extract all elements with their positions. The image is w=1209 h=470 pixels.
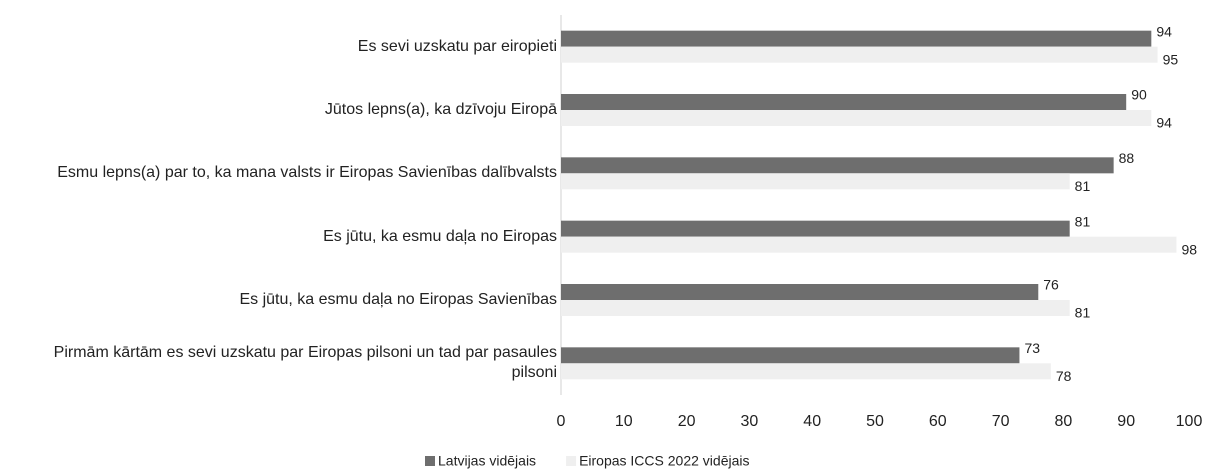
category-label: Es jūtu, ka esmu daļa no Eiropas Savienī… <box>239 291 557 308</box>
bar <box>561 46 1158 63</box>
bar <box>561 284 1039 300</box>
x-tick-label: 20 <box>678 413 696 430</box>
x-tick-label: 10 <box>615 413 633 430</box>
bar <box>561 236 1177 253</box>
x-tick-label: 80 <box>1055 413 1073 430</box>
value-label: 95 <box>1163 51 1179 67</box>
x-tick-label: 60 <box>929 413 947 430</box>
legend-swatch <box>566 456 577 466</box>
x-tick-label: 100 <box>1176 413 1203 430</box>
value-label: 90 <box>1131 87 1147 103</box>
bar <box>561 220 1070 237</box>
x-tick-label: 70 <box>992 413 1010 430</box>
value-label: 78 <box>1056 368 1072 384</box>
x-tick-label: 30 <box>741 413 759 430</box>
x-tick-label: 50 <box>866 413 884 430</box>
bar <box>561 94 1127 110</box>
category-label: Esmu lepns(a) par to, ka mana valsts ir … <box>57 164 557 182</box>
bar <box>561 347 1020 364</box>
x-tick-label: 40 <box>803 413 821 430</box>
value-label: 81 <box>1075 305 1091 321</box>
value-label: 94 <box>1156 115 1172 131</box>
bar <box>561 173 1070 190</box>
x-tick-label: 0 <box>557 413 566 430</box>
legend-label: Latvijas vidējais <box>438 453 536 469</box>
legend-label: Eiropas ICCS 2022 vidējais <box>579 453 749 469</box>
value-label: 76 <box>1043 277 1059 293</box>
category-label: Jūtos lepns(a), ka dzīvoju Eiropā <box>324 101 557 118</box>
category-label: Es sevi uzskatu par eiropieti <box>357 37 557 55</box>
legend-swatch <box>425 456 435 466</box>
value-label: 73 <box>1024 340 1040 356</box>
value-label: 98 <box>1181 241 1197 257</box>
bar <box>561 157 1114 174</box>
bar <box>561 110 1152 126</box>
bar <box>561 30 1152 47</box>
x-tick-label: 90 <box>1117 413 1135 430</box>
value-label: 88 <box>1119 150 1135 166</box>
value-label: 81 <box>1075 213 1091 229</box>
value-label: 81 <box>1075 178 1091 194</box>
value-label: 94 <box>1156 23 1172 39</box>
category-label: Pirmām kārtām es sevi uzskatu par Eiropa… <box>53 344 557 382</box>
bar <box>561 363 1051 380</box>
category-label: Es jūtu, ka esmu daļa no Eiropas <box>323 227 557 245</box>
bar <box>561 300 1070 316</box>
